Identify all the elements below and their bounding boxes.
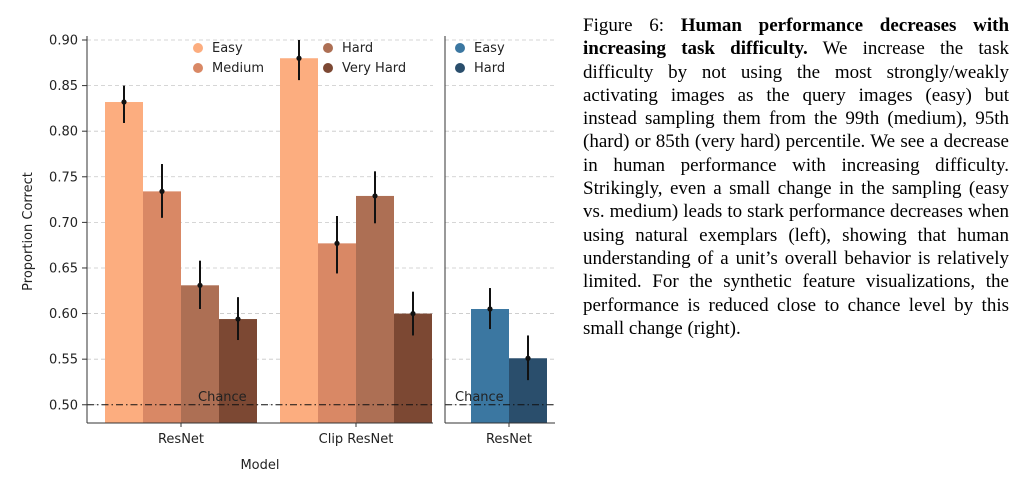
legend-label: Hard [342, 41, 373, 56]
bar [280, 58, 318, 423]
legend-label: Easy [212, 41, 243, 56]
mean-point [197, 282, 203, 288]
y-tick-label: 0.65 [49, 261, 78, 276]
figure-chart: Chance ResNet Clip ResNet Chance ResNet 0.50 0… [21, 34, 555, 473]
legend-marker [193, 63, 203, 73]
bar [356, 195, 394, 423]
y-tick-label: 0.80 [49, 125, 78, 140]
y-tick-label: 0.75 [49, 170, 78, 185]
chance-label: Chance [198, 390, 247, 405]
legend-marker [193, 43, 203, 53]
legend-marker [323, 43, 333, 53]
legend-label: Medium [212, 61, 264, 76]
legend-marker [455, 63, 465, 73]
x-axis-title: Model [240, 458, 279, 473]
mean-point [121, 99, 127, 105]
caption-label: Figure 6: [583, 15, 665, 36]
y-tick-label: 0.60 [49, 307, 78, 322]
mean-point [487, 306, 493, 312]
bar [105, 102, 143, 423]
mean-point [334, 240, 340, 246]
mean-point [372, 193, 378, 199]
x-tick-label: ResNet [158, 432, 204, 447]
chance-label: Chance [455, 390, 504, 405]
y-tick-label: 0.55 [49, 353, 78, 368]
legend-label: Very Hard [342, 61, 406, 76]
mean-point [296, 55, 302, 61]
y-tick-label: 0.70 [49, 216, 78, 231]
caption-title: Human performance decreases with increas… [583, 15, 1010, 60]
bar [143, 191, 181, 423]
legend-marker [323, 63, 333, 73]
mean-point [410, 310, 416, 317]
caption-body: We increase the task difficulty by not u… [583, 38, 1009, 339]
x-tick-label: ResNet [486, 432, 532, 447]
mean-point [525, 355, 531, 361]
mean-point [235, 316, 241, 322]
legend-marker [455, 43, 465, 53]
x-tick-label: Clip ResNet [319, 432, 394, 447]
figure-caption: Figure 6: Human performance decreases wi… [583, 14, 1009, 340]
y-tick-label: 0.85 [49, 79, 78, 94]
y-tick-label: 0.50 [49, 398, 78, 413]
y-axis-title: Proportion Correct [21, 172, 36, 291]
y-tick-label: 0.90 [49, 34, 78, 49]
legend-label: Easy [474, 41, 505, 56]
legend-label: Hard [474, 61, 505, 76]
mean-point [159, 188, 165, 194]
